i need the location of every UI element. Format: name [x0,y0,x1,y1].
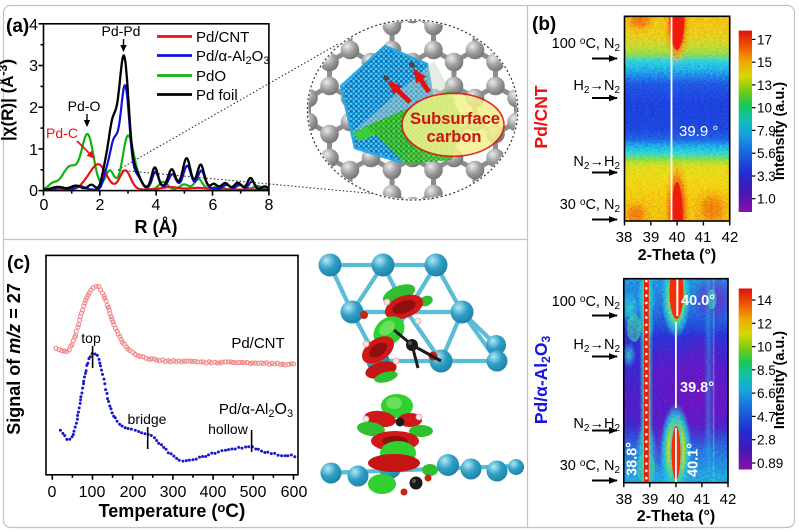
svg-text:Pd-O: Pd-O [68,98,101,114]
svg-text:Pd/CNT: Pd/CNT [196,29,249,46]
svg-text:2: 2 [29,100,38,117]
svg-text:10: 10 [757,340,772,355]
svg-text:15: 15 [757,55,772,70]
svg-text:8.5: 8.5 [757,363,776,378]
svg-text:Pd/CNT: Pd/CNT [231,335,284,352]
svg-text:0: 0 [40,197,49,214]
svg-text:40.1°: 40.1° [686,443,702,477]
svg-text:Subsurface: Subsurface [410,110,500,128]
svg-text:0: 0 [29,183,38,200]
svg-text:Temperature (oC): Temperature (oC) [99,500,246,522]
svg-text:H2→N2: H2→N2 [573,78,620,96]
svg-text:Pd-Pd: Pd-Pd [102,23,141,39]
svg-text:38.8°: 38.8° [625,442,641,476]
svg-text:0.89: 0.89 [757,456,783,471]
svg-text:100: 100 [79,484,106,501]
svg-text:42: 42 [722,229,739,246]
svg-text:100 oC, N2: 100 oC, N2 [552,294,621,312]
svg-text:39: 39 [642,491,659,508]
svg-text:41: 41 [695,229,712,246]
svg-text:R (Å): R (Å) [135,217,178,237]
svg-text:100 oC, N2: 100 oC, N2 [552,36,621,54]
svg-text:Pd/α-Al2O3: Pd/α-Al2O3 [196,48,269,67]
svg-text:6.6: 6.6 [757,386,776,401]
svg-text:Pd/α-Al2O3: Pd/α-Al2O3 [219,401,293,420]
svg-text:7.9: 7.9 [757,123,776,138]
svg-text:(a): (a) [6,16,29,37]
svg-text:2.8: 2.8 [757,433,776,448]
svg-text:Intensity (a.u.): Intensity (a.u.) [772,331,788,429]
svg-text:top: top [81,330,101,346]
svg-text:Pd-C: Pd-C [46,125,78,141]
svg-text:39: 39 [643,229,660,246]
svg-text:12: 12 [757,316,772,331]
svg-text:6: 6 [209,197,218,214]
svg-text:4.7: 4.7 [757,409,776,424]
svg-text:39.8°: 39.8° [680,380,714,396]
svg-text:Pd/CNT: Pd/CNT [531,85,551,149]
svg-text:(b): (b) [532,14,556,35]
svg-text:10: 10 [757,101,772,116]
svg-text:1.0: 1.0 [757,192,776,207]
svg-text:Signal of m/z = 27: Signal of m/z = 27 [4,283,24,435]
svg-text:600: 600 [281,484,308,501]
svg-text:(c): (c) [7,253,30,274]
svg-text:40.0°: 40.0° [681,293,715,309]
svg-text:39.9 °: 39.9 ° [679,123,718,140]
svg-text:200: 200 [120,484,147,501]
svg-text:400: 400 [200,484,227,501]
svg-text:17: 17 [757,32,772,47]
svg-text:hollow: hollow [208,421,249,437]
svg-text:500: 500 [240,484,267,501]
svg-text:3: 3 [29,58,38,75]
svg-text:2-Theta (°): 2-Theta (°) [638,247,716,264]
svg-text:40: 40 [669,229,686,246]
svg-text:Intensity (a.u.): Intensity (a.u.) [772,82,788,180]
svg-text:carbon: carbon [426,128,481,146]
svg-text:42: 42 [720,491,737,508]
svg-text:30 oC, N2: 30 oC, N2 [560,197,621,215]
svg-text:40: 40 [668,491,685,508]
svg-text:3.3: 3.3 [757,169,776,184]
svg-text:2: 2 [96,197,105,214]
svg-text:2-Theta (°): 2-Theta (°) [637,508,715,525]
svg-text:H2→N2: H2→N2 [573,337,620,355]
svg-text:5.6: 5.6 [757,146,776,161]
svg-text:8: 8 [265,197,274,214]
svg-text:1: 1 [29,142,38,159]
svg-text:4: 4 [152,197,161,214]
svg-text:0: 0 [48,484,57,501]
svg-text:14: 14 [757,293,773,308]
svg-text:30 oC, N2: 30 oC, N2 [560,458,621,476]
svg-text:13: 13 [757,78,772,93]
svg-text:N2→H2: N2→H2 [573,154,620,172]
svg-text:38: 38 [616,491,633,508]
svg-text:PdO: PdO [196,68,226,85]
svg-text:Pd/α-Al2O3: Pd/α-Al2O3 [531,336,553,425]
svg-text:Pd foil: Pd foil [196,87,238,104]
svg-text:300: 300 [160,484,187,501]
svg-text:4: 4 [29,17,38,34]
svg-text:38: 38 [616,229,633,246]
svg-text:41: 41 [694,491,711,508]
svg-text:bridge: bridge [128,411,167,427]
svg-text:|χ(R)| (Å-3): |χ(R)| (Å-3) [0,59,17,141]
